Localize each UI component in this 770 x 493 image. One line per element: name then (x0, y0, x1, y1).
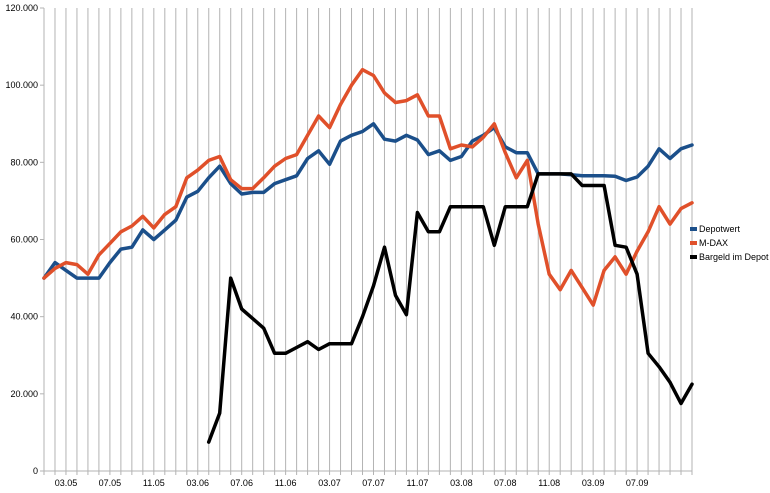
x-tick-label: 03.05 (55, 478, 78, 488)
x-tick-label: 11.05 (143, 478, 165, 488)
x-tick-label: 11.06 (275, 478, 297, 488)
series-lines (42, 67, 694, 444)
series-line (42, 67, 694, 307)
x-tick-label: 07.09 (626, 478, 649, 488)
legend: Depotwert M-DAX Bargeld im Depot (690, 224, 769, 262)
vertical-gridlines (54, 8, 693, 471)
x-tick-label: 07.06 (230, 478, 253, 488)
y-tick-label: 100.000 (5, 80, 38, 90)
y-tick-label: 40.000 (10, 312, 38, 322)
x-tick-label: 03.09 (582, 478, 605, 488)
chart-axes (43, 8, 692, 472)
legend-swatch (690, 255, 697, 259)
y-tick-label: 80.000 (10, 157, 38, 167)
x-tick-label: 03.07 (318, 478, 341, 488)
x-tick-label: 11.08 (538, 478, 560, 488)
legend-label: Bargeld im Depot (699, 252, 769, 262)
legend-label: M-DAX (699, 238, 728, 248)
x-tick-label: 07.08 (494, 478, 517, 488)
y-tick-label: 20.000 (10, 389, 38, 399)
legend-label: Depotwert (699, 224, 741, 234)
series-2 (206, 172, 694, 444)
series-1 (42, 67, 694, 307)
y-tick-label: 60.000 (10, 235, 38, 245)
x-axis-tick-labels: 03.05 07.05 11.05 03.06 07.06 11.06 03.07 07.07… (43, 471, 693, 488)
y-axis-tick-labels: 0 20.000 40.000 60.000 80.000 100.000 120.000 (5, 3, 44, 476)
x-tick-label: 03.06 (186, 478, 209, 488)
x-tick-label: 03.08 (450, 478, 473, 488)
legend-swatch (690, 227, 697, 231)
legend-swatch (690, 241, 697, 245)
x-tick-label: 07.07 (362, 478, 385, 488)
y-tick-label: 120.000 (5, 3, 38, 13)
x-tick-label: 07.05 (99, 478, 122, 488)
series-line (42, 122, 694, 280)
y-tick-label: 0 (33, 466, 38, 476)
series-0 (42, 122, 694, 280)
series-line (206, 172, 694, 444)
x-tick-label: 11.07 (406, 478, 428, 488)
